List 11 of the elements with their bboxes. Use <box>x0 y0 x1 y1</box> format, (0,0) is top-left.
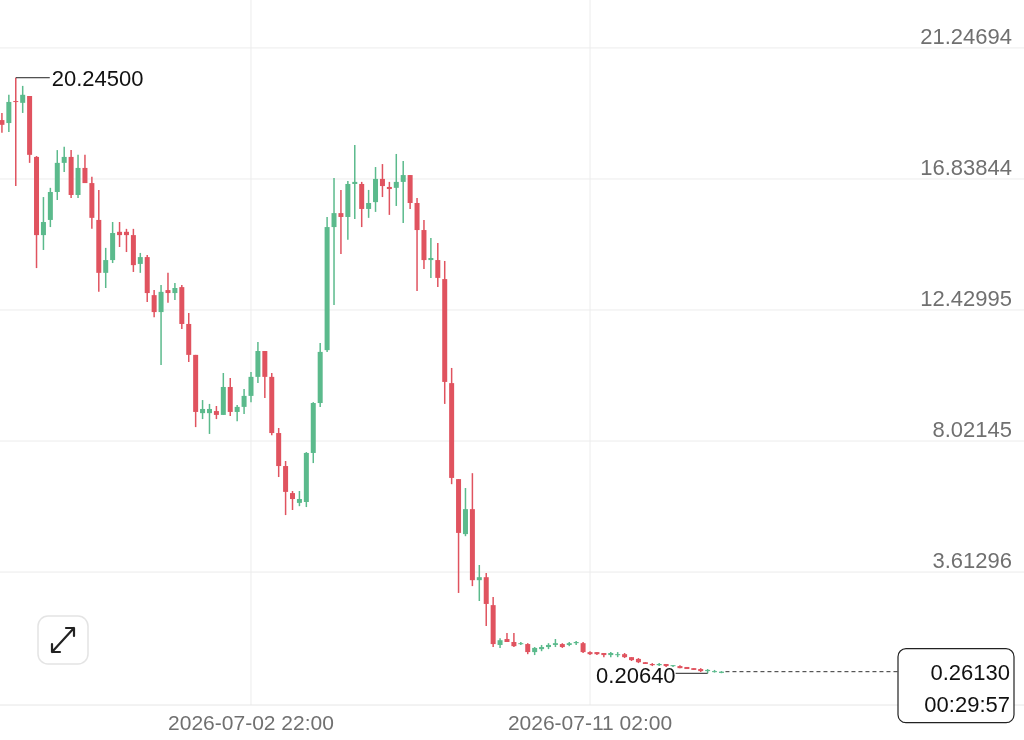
y-tick-label: 21.24694 <box>920 23 1012 49</box>
x-tick-label: 2026-07-11 02:00 <box>507 711 673 734</box>
annotation: 20.24500 <box>51 65 144 91</box>
y-tick-label: 16.83844 <box>920 154 1012 180</box>
annotation: 00:29:57 <box>924 691 1010 717</box>
y-tick-label: 3.61296 <box>932 548 1012 574</box>
annotation: 0.20640 <box>596 663 676 689</box>
x-tick-label: 2026-07-02 22:00 <box>168 711 334 734</box>
y-tick-label: 12.42995 <box>920 286 1012 311</box>
y-tick-label: 8.02145 <box>932 417 1012 443</box>
ref-line-label: 0.26130 <box>930 659 1010 685</box>
